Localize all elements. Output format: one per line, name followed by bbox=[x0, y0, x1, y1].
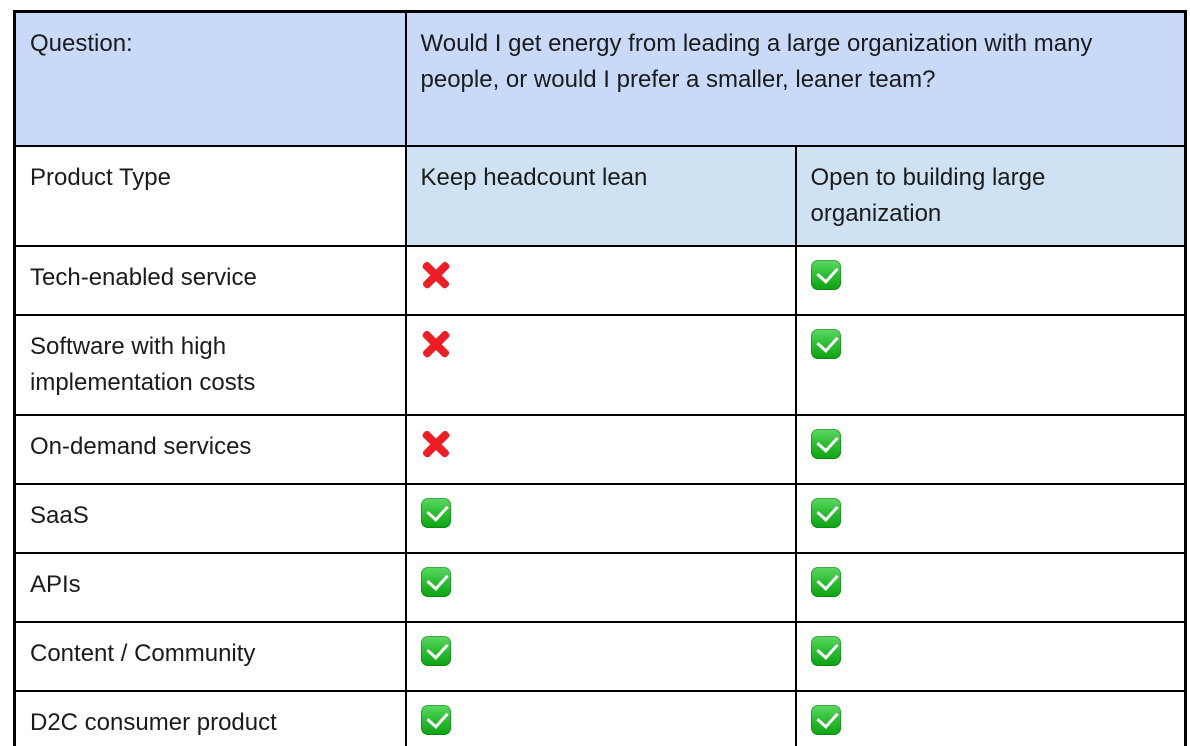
cell-large-org bbox=[794, 689, 1187, 746]
question-text-cell: Would I get energy from leading a large … bbox=[404, 10, 1187, 147]
row-label: D2C consumer product bbox=[13, 689, 407, 746]
row-label: Tech-enabled service bbox=[13, 244, 407, 316]
column-header-large-org: Open to building large organization bbox=[794, 144, 1187, 247]
row-label: APIs bbox=[13, 551, 407, 623]
cross-icon bbox=[421, 329, 451, 359]
check-icon bbox=[420, 497, 451, 528]
table-row: Software with high implementation costs bbox=[13, 313, 1187, 416]
cell-keep-lean bbox=[404, 482, 797, 554]
check-icon bbox=[420, 566, 451, 597]
cell-keep-lean bbox=[404, 689, 797, 746]
check-icon bbox=[810, 428, 841, 459]
check-icon bbox=[810, 566, 841, 597]
question-row: Question: Would I get energy from leadin… bbox=[13, 10, 1187, 147]
check-icon bbox=[420, 704, 451, 735]
cell-large-org bbox=[794, 620, 1187, 692]
check-icon bbox=[810, 704, 841, 735]
table-row: On-demand services bbox=[13, 413, 1187, 485]
check-icon bbox=[810, 635, 841, 666]
cross-icon bbox=[421, 260, 451, 290]
cell-large-org bbox=[794, 244, 1187, 316]
row-label: On-demand services bbox=[13, 413, 407, 485]
check-icon bbox=[810, 497, 841, 528]
cell-large-org bbox=[794, 413, 1187, 485]
cell-keep-lean bbox=[404, 620, 797, 692]
column-header-keep-lean: Keep headcount lean bbox=[404, 144, 797, 247]
cross-icon bbox=[421, 429, 451, 459]
check-icon bbox=[810, 259, 841, 290]
question-label-cell: Question: bbox=[13, 10, 407, 147]
cell-keep-lean bbox=[404, 551, 797, 623]
table-row: Content / Community bbox=[13, 620, 1187, 692]
product-type-header-cell: Product Type bbox=[13, 144, 407, 247]
table-row: D2C consumer product bbox=[13, 689, 1187, 746]
cell-large-org bbox=[794, 551, 1187, 623]
cell-large-org bbox=[794, 482, 1187, 554]
table-row: APIs bbox=[13, 551, 1187, 623]
cell-keep-lean bbox=[404, 244, 797, 316]
decision-table: Question: Would I get energy from leadin… bbox=[13, 10, 1188, 746]
check-icon bbox=[810, 328, 841, 359]
cell-keep-lean bbox=[404, 413, 797, 485]
check-icon bbox=[420, 635, 451, 666]
table-row: Tech-enabled service bbox=[13, 244, 1187, 316]
row-label: SaaS bbox=[13, 482, 407, 554]
cell-large-org bbox=[794, 313, 1187, 416]
row-label: Content / Community bbox=[13, 620, 407, 692]
column-header-row: Product Type Keep headcount lean Open to… bbox=[13, 144, 1187, 247]
cell-keep-lean bbox=[404, 313, 797, 416]
table-row: SaaS bbox=[13, 482, 1187, 554]
row-label: Software with high implementation costs bbox=[13, 313, 407, 416]
